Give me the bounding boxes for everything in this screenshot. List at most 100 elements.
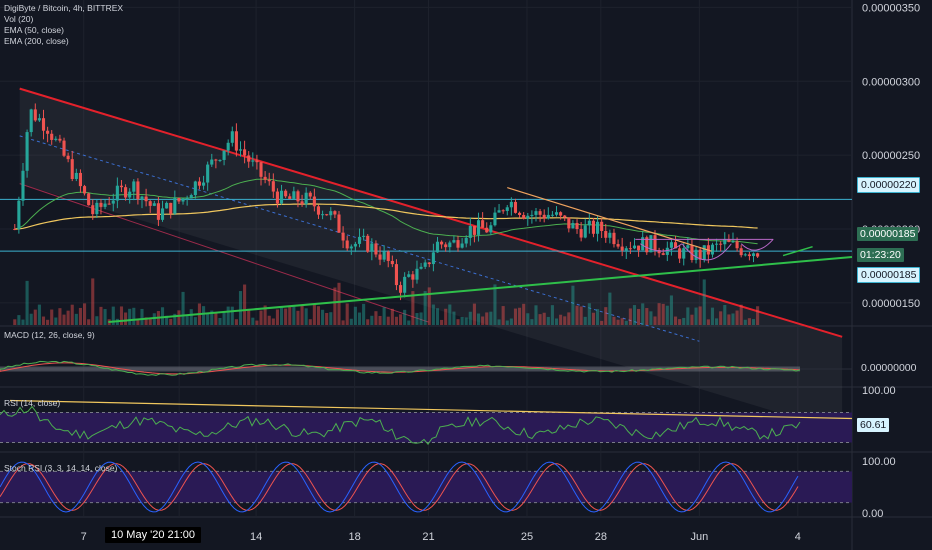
candle-body (357, 236, 362, 244)
volume-bar (148, 318, 152, 325)
candle-body (99, 202, 103, 207)
candle-body (107, 203, 111, 205)
candle-body (300, 201, 304, 205)
candle-body (419, 266, 423, 269)
volume-bar (140, 308, 144, 325)
candle-body (263, 176, 267, 180)
volume-bar (390, 308, 394, 325)
volume-bar (370, 315, 374, 325)
candle-body (431, 252, 435, 265)
resistance-price-tag: 0.00000220 (857, 177, 921, 193)
volume-bar (518, 307, 522, 325)
candle-body (719, 243, 723, 245)
rsi-band (0, 412, 852, 443)
volume-bar (210, 310, 214, 325)
candle-body (501, 210, 505, 212)
candle-body (624, 248, 628, 251)
candle-body (345, 240, 349, 249)
candle-body (119, 185, 124, 188)
volume-bar (690, 314, 694, 325)
volume-bar (312, 304, 316, 325)
volume-bar (686, 307, 690, 325)
volume-bar (464, 317, 468, 325)
candle-body (366, 235, 370, 252)
candle-body (103, 203, 107, 207)
candle-body (747, 254, 751, 257)
volume-bar (505, 320, 509, 325)
candle-body (316, 206, 321, 215)
volume-bar (616, 319, 620, 325)
candle-body (296, 191, 300, 202)
candle-body (756, 253, 760, 257)
candle-body (497, 210, 501, 213)
candle-body (456, 240, 460, 248)
candle-body (70, 159, 74, 179)
candle-body (321, 214, 325, 216)
bar-countdown-tag: 01:23:20 (857, 248, 904, 262)
pattern-cup-large (681, 243, 732, 261)
candle-body (645, 237, 649, 253)
volume-bar (119, 306, 124, 325)
candle-body (279, 190, 284, 204)
candle-body (115, 185, 119, 201)
candle-body (538, 211, 542, 215)
volume-bar (678, 319, 682, 325)
candle-body (181, 198, 185, 202)
candle-body (13, 228, 17, 230)
volume-bar (202, 306, 206, 325)
volume-bar (165, 315, 169, 325)
candle-body (165, 202, 169, 209)
candle-body (554, 212, 559, 215)
volume-bar (218, 317, 222, 325)
rsi-trendline (9, 399, 853, 420)
volume-bar (673, 316, 678, 325)
candle-body (50, 133, 54, 140)
ascending-trendline (108, 256, 853, 324)
volume-bar (546, 316, 550, 325)
candle-body (37, 118, 41, 121)
volume-bar (13, 319, 17, 325)
volume-bar (751, 319, 756, 325)
candle-body (62, 140, 66, 156)
volume-bar (694, 307, 698, 325)
volume-bar (485, 312, 489, 325)
volume-bar (522, 303, 526, 325)
volume-bar (304, 308, 308, 325)
y-axis-tick-label: 0.00000350 (862, 2, 920, 14)
candle-body (694, 249, 698, 260)
candle-body (476, 220, 481, 235)
volume-bar (206, 313, 210, 325)
candle-body (312, 196, 316, 207)
x-axis-tick-label: 21 (422, 531, 434, 543)
candle-body (214, 159, 218, 161)
candle-body (530, 214, 534, 216)
volume-bar (181, 291, 185, 325)
volume-bar (435, 308, 440, 325)
volume-bar (399, 314, 403, 325)
volume-bar (460, 316, 464, 325)
candle-body (534, 211, 538, 215)
candle-body (460, 243, 464, 248)
candle-body (111, 200, 115, 204)
candle-body (362, 235, 366, 237)
volume-bar (427, 287, 431, 325)
macd-line (0, 360, 801, 376)
volume-bar (403, 309, 407, 325)
candle-body (649, 235, 653, 253)
candle-body (386, 251, 390, 261)
volume-bar (267, 315, 271, 325)
candle-body (559, 212, 563, 216)
candle-body (275, 191, 279, 204)
candle-body (407, 274, 411, 277)
volume-bar (394, 316, 399, 325)
y-axis-tick-label: 0.00000250 (862, 150, 920, 162)
volume-bar (247, 308, 251, 325)
volume-bar (333, 287, 337, 325)
volume-bar (177, 310, 181, 325)
candle-body (550, 214, 554, 216)
ema-price-tag: 0.00000185 (857, 267, 921, 283)
volume-bar (632, 305, 637, 325)
volume-bar (25, 280, 29, 325)
candle-body (374, 243, 378, 255)
